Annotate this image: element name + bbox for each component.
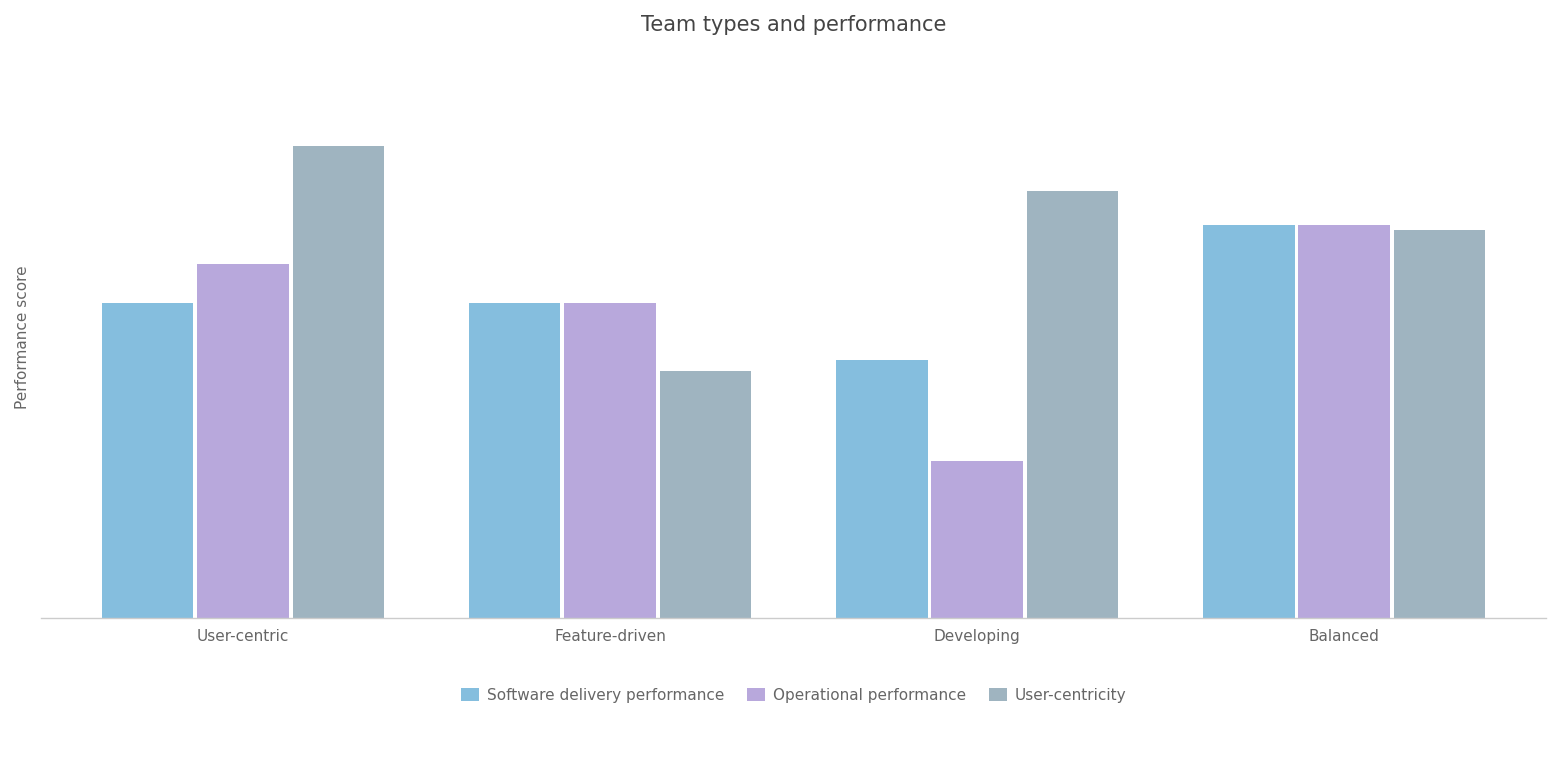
Y-axis label: Performance score: Performance score xyxy=(16,265,30,409)
Bar xyxy=(1394,230,1486,618)
Bar xyxy=(101,303,194,618)
Bar xyxy=(197,264,289,618)
Bar xyxy=(835,360,927,618)
Bar xyxy=(292,146,384,618)
Legend: Software delivery performance, Operational performance, User-centricity: Software delivery performance, Operation… xyxy=(454,682,1133,709)
Bar xyxy=(932,461,1022,618)
Bar xyxy=(564,303,656,618)
Bar xyxy=(660,371,751,618)
Bar xyxy=(468,303,560,618)
Bar xyxy=(1027,191,1118,618)
Bar xyxy=(1299,224,1389,618)
Bar xyxy=(1204,224,1294,618)
Title: Team types and performance: Team types and performance xyxy=(642,15,946,35)
